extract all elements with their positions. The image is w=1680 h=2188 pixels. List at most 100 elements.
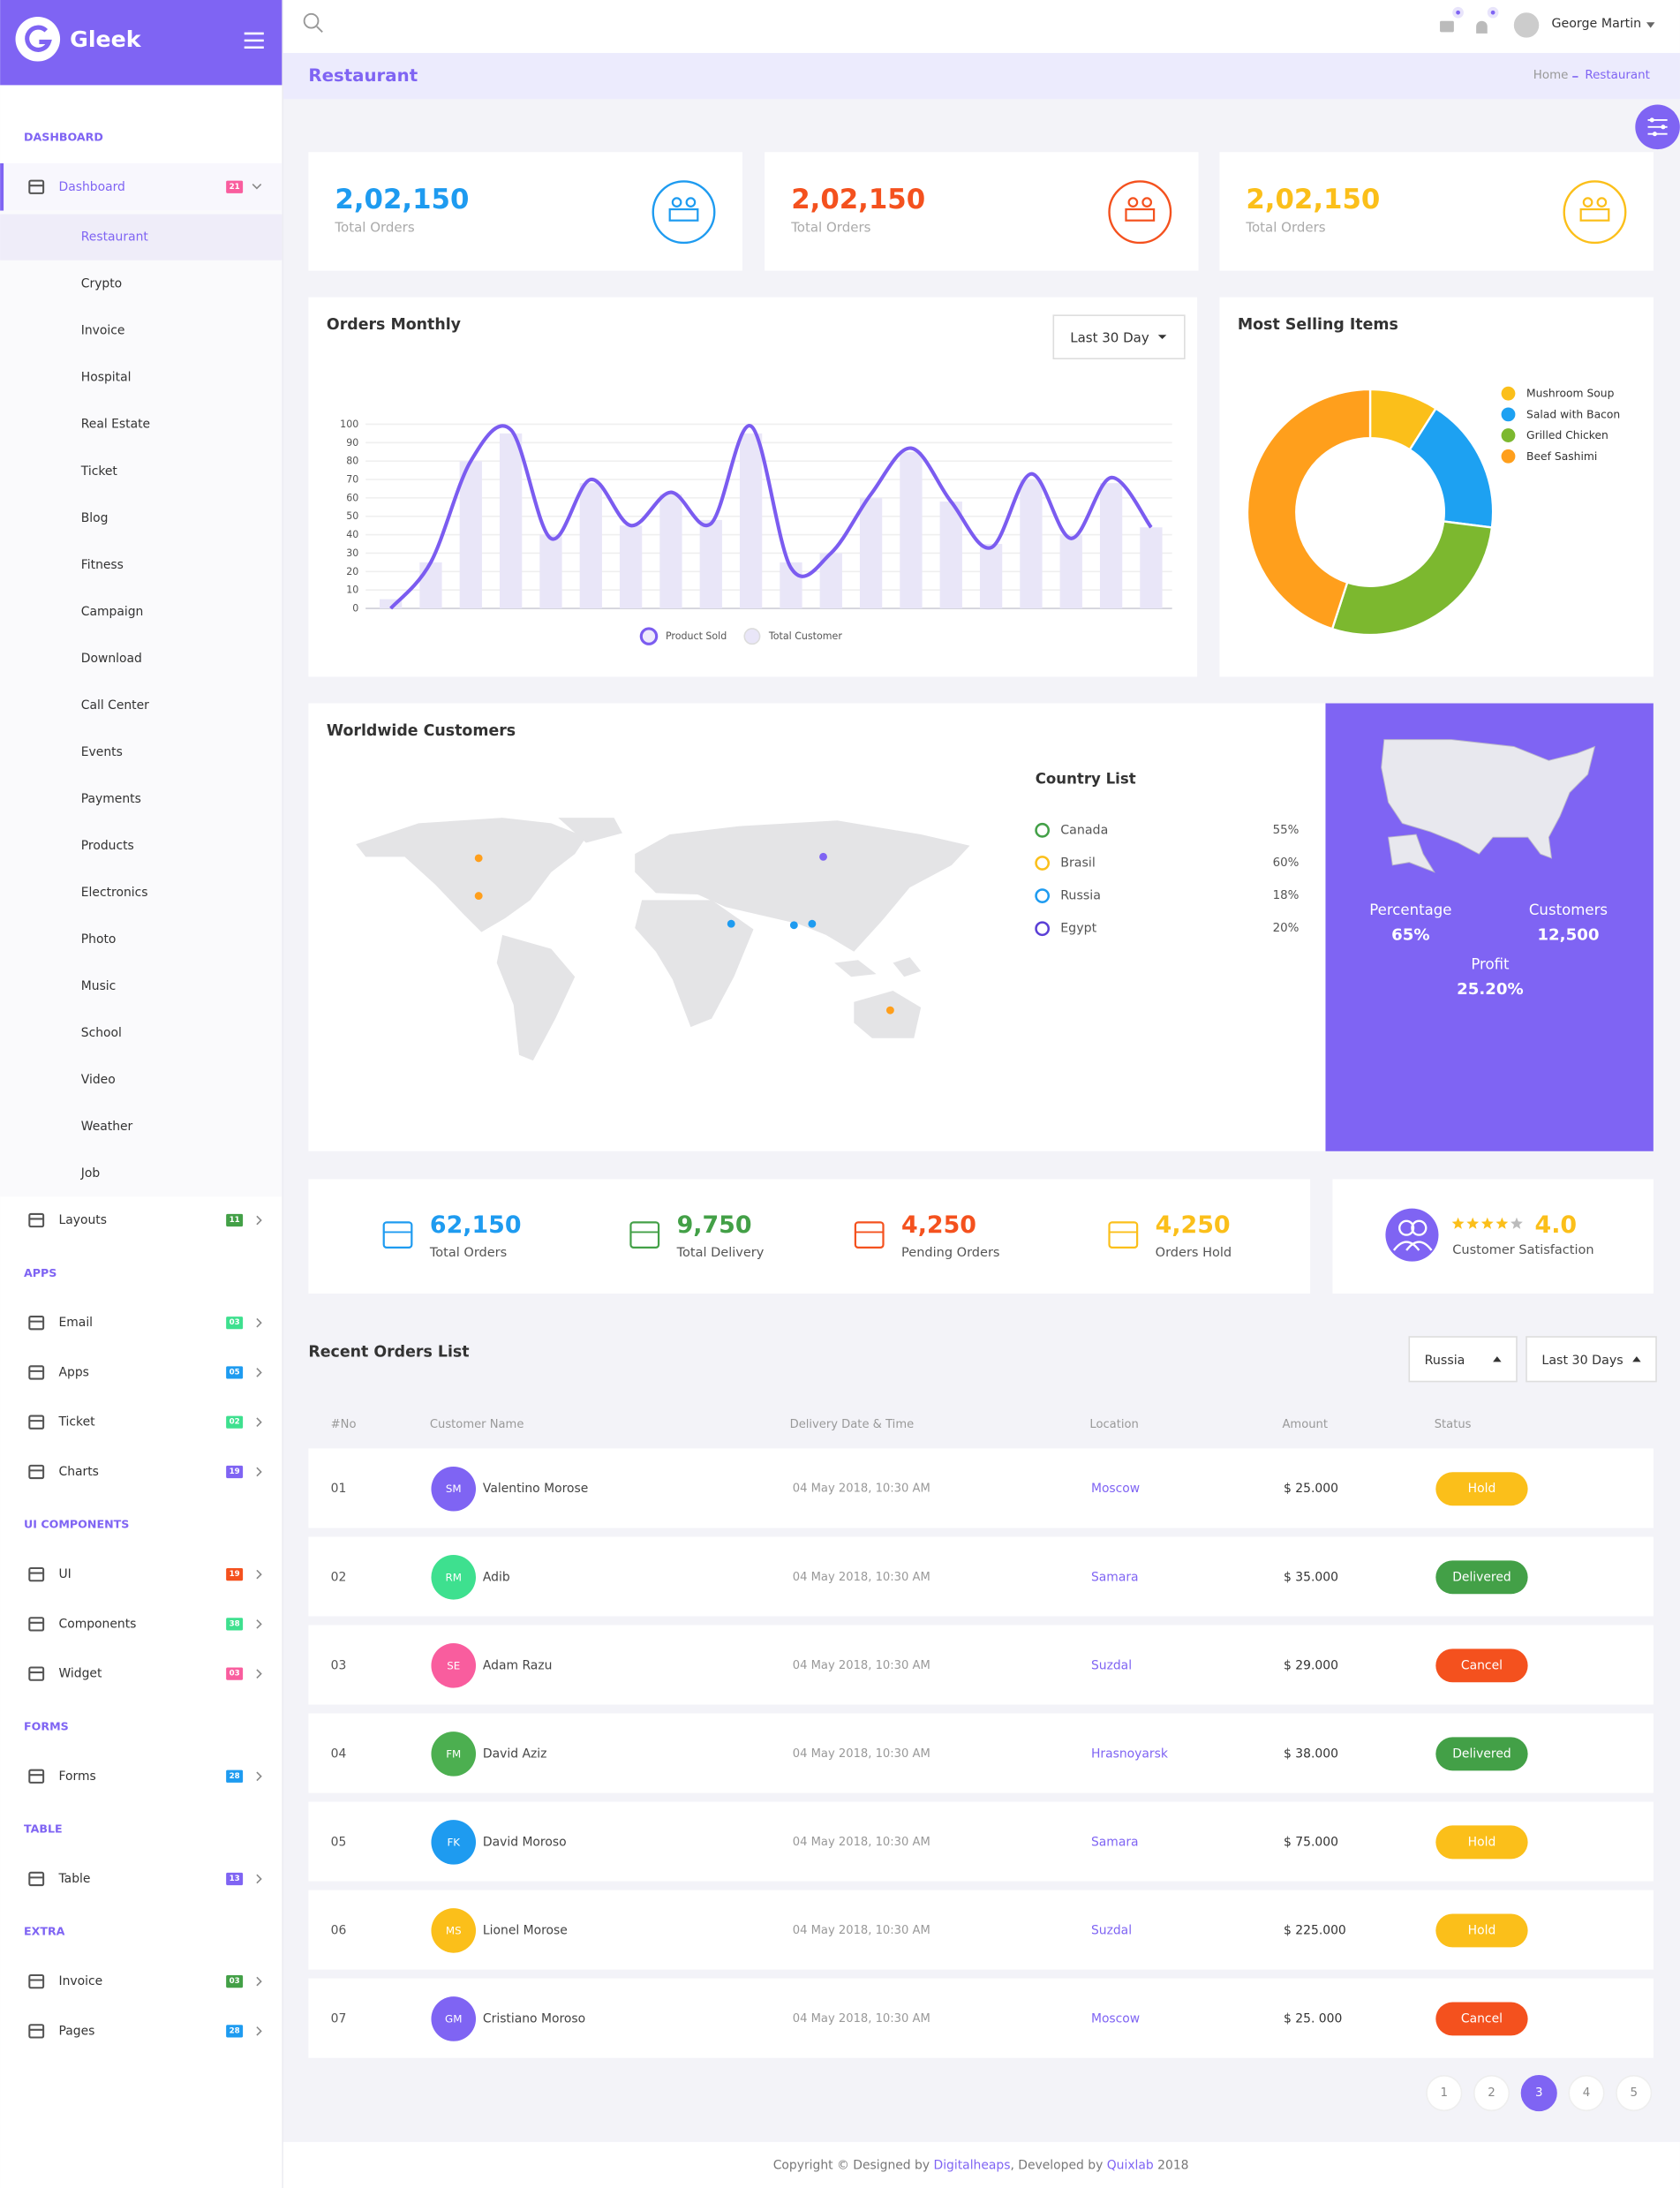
cell-no: 04 [331,1747,347,1761]
submenu-item[interactable]: Photo [81,932,117,947]
footer-link[interactable]: Quixlab [1107,2159,1154,2173]
page-number[interactable]: 4 [1583,2086,1591,2100]
cell-location[interactable]: Moscow [1091,1482,1140,1496]
menu-icon [28,1415,45,1430]
page-button[interactable] [1568,2074,1605,2112]
column-header: Location [1089,1418,1138,1431]
submenu-item[interactable]: Invoice [81,324,125,338]
avatar [431,1908,477,1953]
menu-item[interactable]: Table [58,1872,91,1886]
avatar-initials: FK [447,1836,461,1848]
footer-link[interactable]: Digitalheaps [934,2159,1011,2173]
period-label[interactable]: Last 30 Day [1070,329,1149,345]
page-number[interactable]: 2 [1488,2086,1495,2100]
chevron [256,1771,262,1782]
menu-item[interactable]: Charts [59,1465,99,1479]
submenu-item[interactable]: Payments [81,792,141,806]
submenu-item[interactable]: Weather [81,1120,133,1134]
submenu-item[interactable]: Ticket [80,464,118,479]
table-row [308,1625,1654,1705]
menu-item[interactable]: Apps [59,1365,89,1379]
summary-icon [1582,197,1593,207]
cell-date: 04 May 2018, 10:30 AM [793,1836,930,1849]
breadcrumb-home[interactable]: Home [1533,69,1569,82]
menu-item[interactable]: UI [59,1567,72,1581]
submenu-item[interactable]: Events [81,745,123,759]
page-number[interactable]: 1 [1441,2086,1449,2100]
filter-label[interactable]: Russia [1425,1354,1465,1368]
submenu-item[interactable]: Crypto [81,277,122,291]
cell-date: 04 May 2018, 10:30 AM [793,1483,930,1496]
legend-label: Product Sold [666,630,727,642]
region-map [1388,834,1435,873]
country-name: Russia [1060,889,1101,903]
submenu-item[interactable]: Job [80,1166,101,1181]
submenu-item[interactable]: Blog [81,511,109,525]
stat-value: 62,150 [430,1211,522,1239]
menu-item[interactable]: Widget [59,1667,102,1681]
page-button[interactable] [1520,2074,1557,2112]
menu-item[interactable]: Dashboard [59,180,125,194]
region-value: 25.20% [1457,980,1524,999]
bell-icon [1476,20,1488,34]
submenu-item[interactable]: Products [81,839,134,853]
notification-dot [1456,10,1460,15]
y-tick-label: 10 [346,585,358,596]
menu-item[interactable]: Ticket [58,1415,96,1430]
user-name[interactable]: George Martin [1551,17,1641,31]
menu-item[interactable]: Layouts [59,1213,107,1227]
filter-label[interactable]: Last 30 Days [1541,1354,1623,1368]
menu-item[interactable]: Pages [59,2024,95,2038]
legend-label: Total Customer [768,630,842,642]
avatar-initials: SE [447,1659,460,1671]
submenu-item[interactable]: Hospital [81,371,132,385]
menu-item[interactable]: Forms [59,1769,96,1784]
menu-item[interactable]: Invoice [59,1974,103,1988]
submenu-item[interactable]: Video [81,1073,116,1087]
submenu-item[interactable]: Music [81,979,117,993]
country-share: 55% [1273,824,1300,837]
summary-label: Total Orders [334,220,414,236]
region-label: Percentage [1369,902,1451,918]
badge-text: 03 [230,1977,240,1986]
submenu-item[interactable]: Restaurant [81,230,149,245]
submenu-item[interactable]: Download [81,652,142,666]
column-header: Amount [1282,1418,1328,1431]
page-number[interactable]: 3 [1535,2086,1543,2100]
rating-label: Customer Satisfaction [1452,1243,1593,1257]
cell-amount: $ 225.000 [1284,1923,1346,1937]
card-title: Worldwide Customers [327,722,516,740]
page-button[interactable] [1473,2074,1510,2112]
submenu-item[interactable]: Electronics [81,886,148,900]
page-button[interactable] [1426,2074,1463,2112]
y-tick-label: 60 [346,492,358,503]
menu-item[interactable]: Email [59,1316,94,1330]
summary-value: 2,02,150 [1246,184,1380,215]
submenu-item[interactable]: Fitness [81,558,124,572]
bar [659,494,682,609]
submenu-item[interactable]: Campaign [81,605,144,619]
bar [499,433,523,609]
country-share: 18% [1273,889,1300,902]
cell-name: Adam Razu [483,1658,552,1672]
submenu-item[interactable]: Real Estate [81,418,150,432]
cell-location[interactable]: Samara [1091,1570,1139,1584]
page-button[interactable] [1616,2074,1653,2112]
cell-location[interactable]: Hrasnoyarsk [1091,1747,1168,1761]
stats-card [308,1179,1311,1294]
footer-part: , Developed by [1010,2159,1106,2173]
map-marker [789,921,798,930]
map-marker [727,919,735,928]
submenu-item[interactable]: School [81,1026,122,1040]
menu-item[interactable]: Components [59,1617,137,1631]
cell-location[interactable]: Suzdal [1091,1923,1132,1937]
status-pill [1435,1737,1528,1771]
submenu-item[interactable]: Call Center [81,698,149,713]
cell-location[interactable]: Moscow [1091,2011,1140,2026]
cell-location[interactable]: Samara [1091,1835,1139,1849]
cell-location[interactable]: Suzdal [1091,1658,1132,1672]
status-label: Hold [1468,1923,1496,1937]
page-number[interactable]: 5 [1630,2086,1638,2100]
table-row [308,1713,1654,1793]
